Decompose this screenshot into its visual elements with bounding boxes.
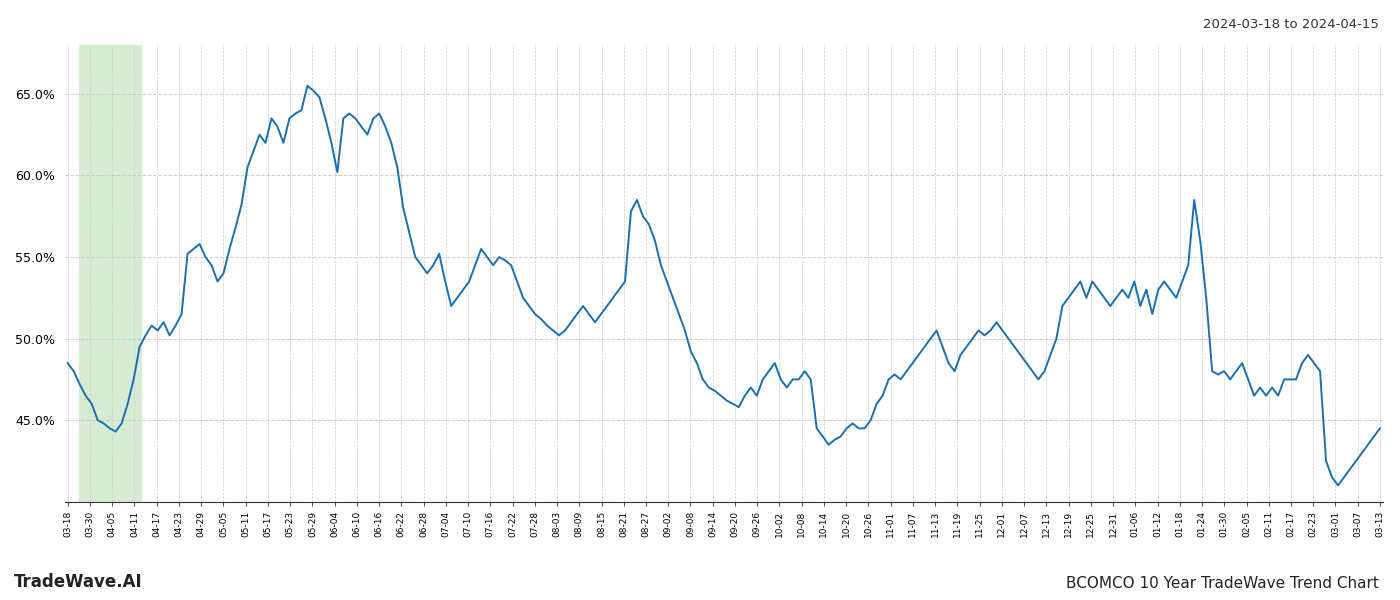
Text: 2024-03-18 to 2024-04-15: 2024-03-18 to 2024-04-15 <box>1203 18 1379 31</box>
Bar <box>78 45 141 502</box>
Text: BCOMCO 10 Year TradeWave Trend Chart: BCOMCO 10 Year TradeWave Trend Chart <box>1067 576 1379 591</box>
Text: TradeWave.AI: TradeWave.AI <box>14 573 143 591</box>
